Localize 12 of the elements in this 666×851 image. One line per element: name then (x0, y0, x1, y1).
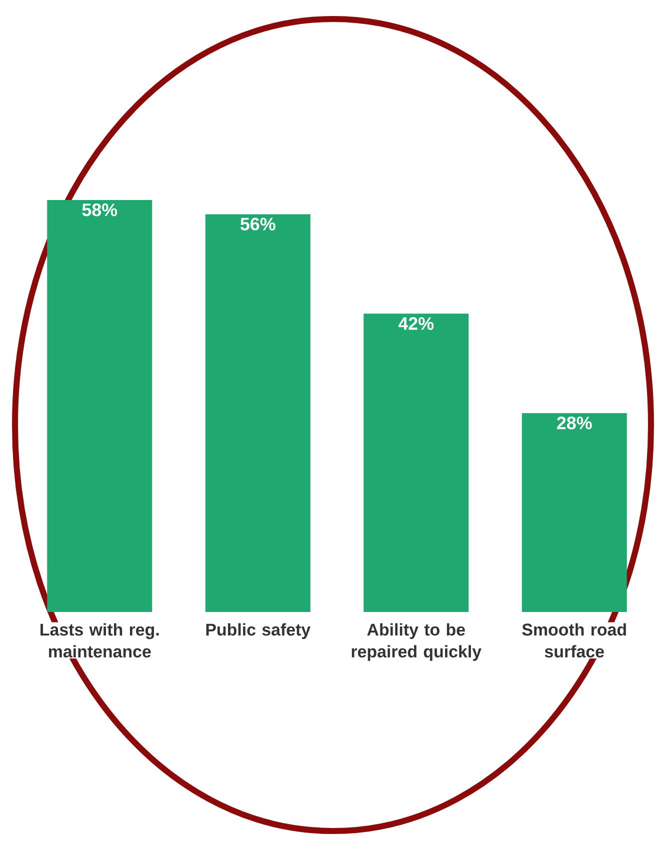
data-label: 56% (240, 218, 276, 230)
x-tick-label: Lasts with reg. maintenance (40, 623, 159, 658)
bar (205, 214, 310, 612)
x-tick-label: Public safety (206, 623, 310, 639)
bar (522, 413, 627, 612)
data-label: 42% (398, 317, 434, 330)
data-label: 28% (557, 416, 592, 430)
bar (47, 200, 152, 612)
data-label: 58% (82, 204, 118, 216)
x-tick-label: Ability to be repaired quickly (352, 623, 482, 661)
bar (364, 314, 469, 612)
x-tick-label: Smooth road surface (522, 623, 626, 658)
